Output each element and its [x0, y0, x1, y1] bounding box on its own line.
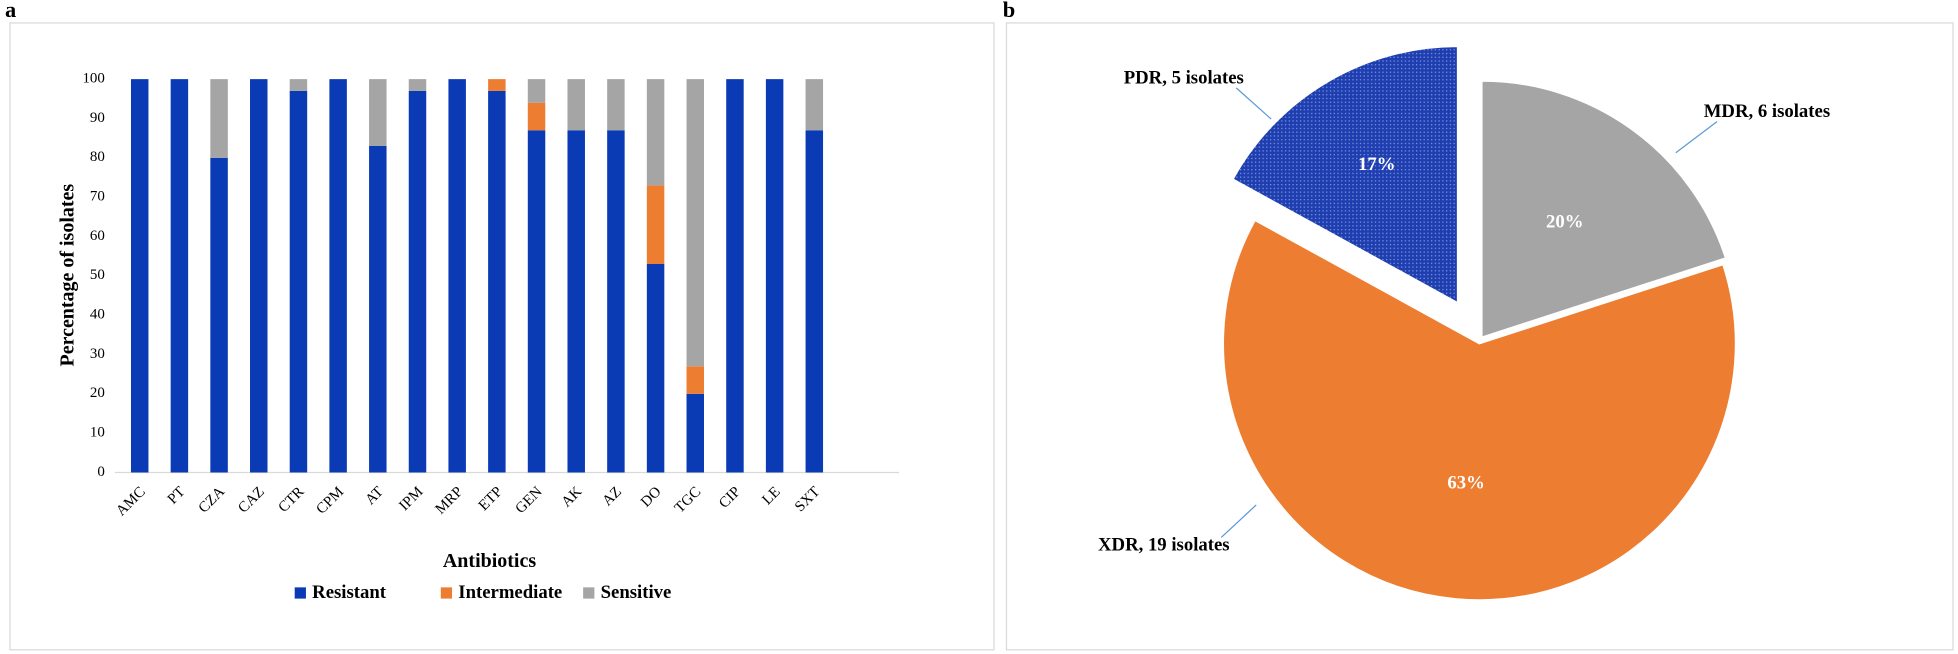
x-tick-label: DO — [638, 484, 665, 511]
bar-segment — [646, 264, 665, 473]
y-tick-label: 50 — [90, 267, 105, 283]
y-tick-label: 60 — [90, 228, 105, 244]
y-tick-label: 70 — [90, 189, 105, 205]
panel-label: b — [1003, 0, 1016, 22]
bar-segment — [765, 79, 784, 473]
bar-segment — [527, 130, 546, 473]
bar-segment — [250, 79, 268, 473]
x-tick-label: ETP — [476, 484, 506, 514]
bar-segment — [567, 79, 585, 131]
bar-segment — [488, 79, 506, 91]
bar-segment — [527, 102, 546, 131]
leader-line — [1220, 504, 1257, 538]
bar-segment — [170, 79, 189, 473]
bar-segment — [289, 90, 308, 473]
leader-line — [1235, 87, 1272, 120]
x-tick-label: CIP — [716, 484, 744, 512]
x-tick-label: GEN — [512, 484, 545, 517]
x-tick-label: AK — [559, 484, 586, 511]
bar-segment — [805, 79, 824, 131]
legend-label: Resistant — [312, 582, 387, 603]
legend-label: Sensitive — [601, 582, 672, 603]
y-tick-label: 80 — [90, 149, 105, 165]
x-tick-label: CPM — [313, 484, 347, 518]
y-tick-label: 20 — [90, 385, 105, 401]
x-tick-label: LE — [759, 484, 783, 508]
slice-label: MDR, 6 isolates — [1704, 101, 1830, 122]
x-tick-label: CZA — [196, 484, 229, 517]
y-tick-label: 90 — [90, 110, 105, 126]
data-label: 20% — [1546, 211, 1583, 232]
y-axis-title: Percentage of isolates — [56, 184, 78, 367]
x-tick-label: AMC — [113, 484, 148, 519]
bar-segment — [210, 79, 228, 158]
data-label: 17% — [1358, 154, 1395, 175]
panel-a-frame — [9, 22, 995, 651]
bar-segment — [329, 79, 347, 473]
bar-segment — [686, 366, 705, 394]
pie-slice — [1232, 45, 1459, 304]
pie-slice — [1481, 80, 1727, 338]
leader-line — [1675, 121, 1718, 154]
bar-segment — [686, 393, 705, 473]
y-tick-label: 30 — [90, 346, 105, 362]
legend-label: Intermediate — [458, 582, 562, 603]
x-tick-label: SXT — [792, 484, 823, 515]
bar-segment — [448, 79, 466, 473]
bar-segment — [527, 79, 546, 103]
x-tick-label: AZ — [599, 484, 624, 509]
y-tick-label: 100 — [82, 71, 104, 87]
bar-segment — [289, 79, 308, 91]
legend-swatch — [440, 587, 453, 599]
panel-label: a — [5, 0, 16, 22]
bar-segment — [726, 79, 744, 473]
bar-segment — [607, 130, 625, 473]
bar-segment — [686, 79, 705, 367]
x-tick-label: IPM — [396, 484, 426, 514]
bar-segment — [567, 130, 585, 473]
bar-segment — [369, 145, 387, 473]
x-tick-label: MRP — [433, 484, 467, 518]
slice-label: XDR, 19 isolates — [1098, 534, 1230, 555]
x-tick-label: CTR — [276, 484, 308, 516]
legend-swatch — [294, 587, 306, 599]
x-tick-label: CAZ — [235, 484, 267, 516]
y-tick-label: 40 — [90, 307, 105, 323]
bar-segment — [646, 185, 665, 265]
y-tick-label: 10 — [90, 425, 105, 441]
pie-slice — [1222, 219, 1736, 601]
bar-segment — [210, 157, 228, 473]
x-axis-title: Antibiotics — [443, 550, 536, 572]
data-label: 63% — [1447, 472, 1484, 493]
bar-segment — [805, 130, 824, 473]
x-tick-label: AT — [363, 484, 387, 508]
bar-segment — [607, 79, 625, 131]
panel-b-frame — [1005, 22, 1954, 651]
bar-segment — [488, 90, 506, 473]
x-tick-label: PT — [165, 484, 189, 508]
bar-segment — [408, 79, 427, 91]
slice-label: PDR, 5 isolates — [1124, 67, 1244, 88]
bar-segment — [369, 79, 387, 146]
bar-segment — [646, 79, 665, 186]
x-tick-label: TGC — [672, 484, 704, 516]
legend-swatch — [583, 587, 595, 599]
bar-segment — [130, 79, 149, 473]
bar-segment — [408, 90, 427, 473]
y-tick-label: 0 — [97, 464, 104, 480]
